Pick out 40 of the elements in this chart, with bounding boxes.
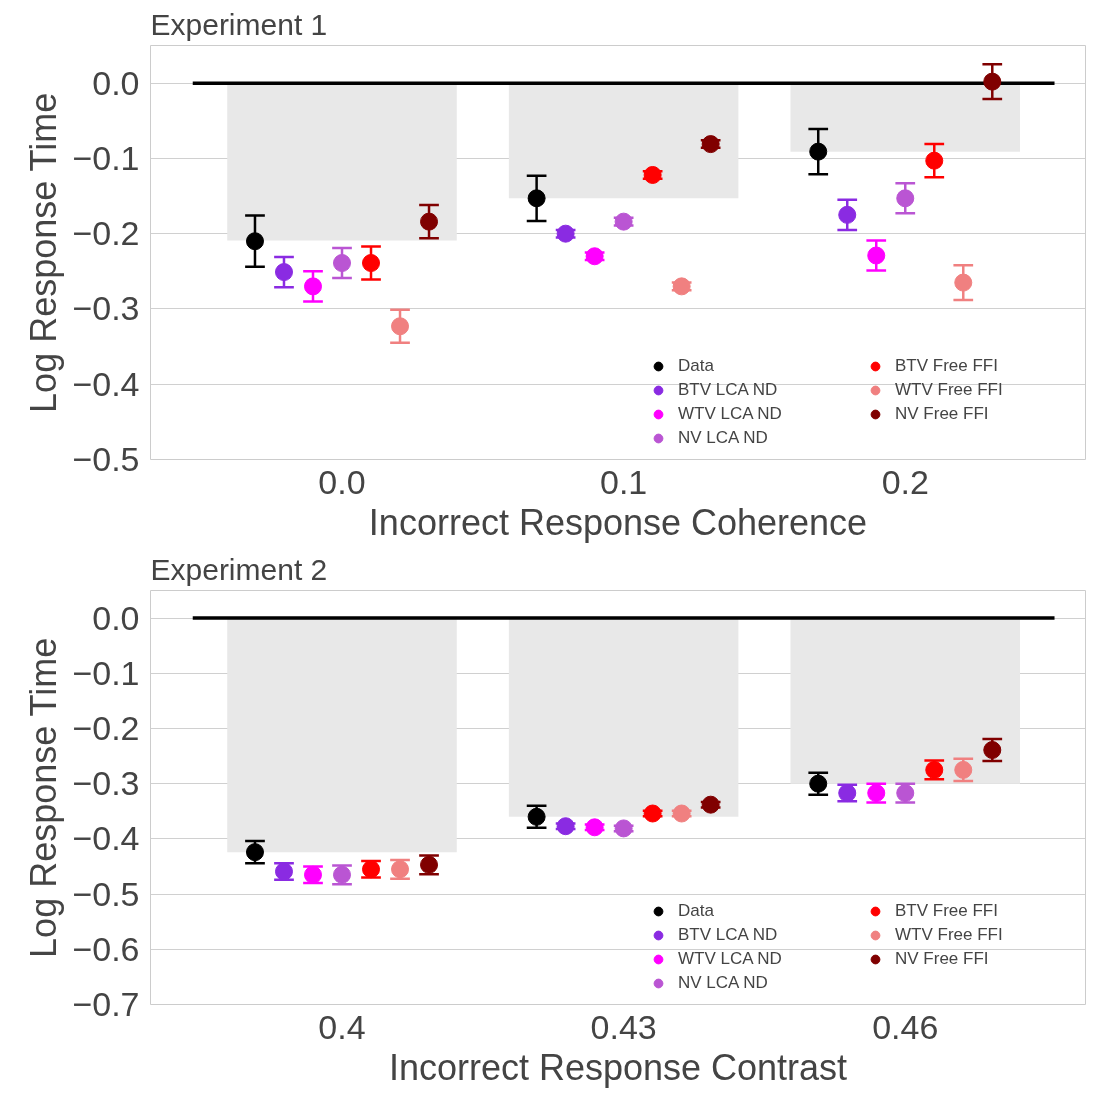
x-tick-label: 0.4 <box>318 1007 366 1046</box>
y-tick-label: −0.4 <box>72 364 140 403</box>
chart-title: Experiment 1 <box>150 7 328 41</box>
y-tick-label: 0.0 <box>92 598 140 637</box>
y-tick-label: −0.7 <box>72 985 140 1023</box>
legend-label: WTV Free FFI <box>895 380 1004 400</box>
legend-label: WTV Free FFI <box>895 925 1004 945</box>
x-tick-label: 0.43 <box>590 1007 657 1046</box>
chart-title: Experiment 2 <box>150 552 328 586</box>
legend-label: BTV LCA ND <box>678 380 779 400</box>
y-axis-title: Log Response Time <box>23 92 65 413</box>
y-tick-label: −0.2 <box>72 709 140 747</box>
y-axis-title: Log Response Time <box>23 637 65 958</box>
y-tick-label: −0.2 <box>72 214 140 253</box>
x-axis-title: Incorrect Response Coherence <box>368 501 868 543</box>
legend-label: NV LCA ND <box>678 973 769 993</box>
legend-label: BTV Free FFI <box>895 901 999 921</box>
y-tick-label: −0.3 <box>72 289 140 328</box>
x-tick-label: 0.0 <box>318 462 366 501</box>
legend-label: NV Free FFI <box>895 404 990 424</box>
legend-label: NV LCA ND <box>678 428 769 448</box>
y-tick-label: −0.5 <box>72 440 140 478</box>
y-tick-label: −0.1 <box>72 653 140 692</box>
legend-label: NV Free FFI <box>895 949 990 969</box>
y-tick-label: −0.5 <box>72 874 140 913</box>
x-axis-title: Incorrect Response Contrast <box>388 1046 848 1088</box>
x-tick-label: 0.2 <box>881 462 929 501</box>
y-tick-label: −0.3 <box>72 764 140 803</box>
y-tick-label: −0.1 <box>72 138 140 177</box>
legend-label: Data <box>678 901 715 921</box>
legend-label: Data <box>678 356 715 376</box>
legend-label: WTV LCA ND <box>678 949 783 969</box>
y-tick-label: −0.4 <box>72 819 140 858</box>
legend-label: WTV LCA ND <box>678 404 783 424</box>
legend-label: BTV LCA ND <box>678 925 779 945</box>
x-tick-label: 0.1 <box>600 462 648 501</box>
y-tick-label: −0.6 <box>72 929 140 968</box>
x-tick-label: 0.46 <box>872 1007 939 1046</box>
legend-label: BTV Free FFI <box>895 356 999 376</box>
y-tick-label: 0.0 <box>92 63 140 102</box>
